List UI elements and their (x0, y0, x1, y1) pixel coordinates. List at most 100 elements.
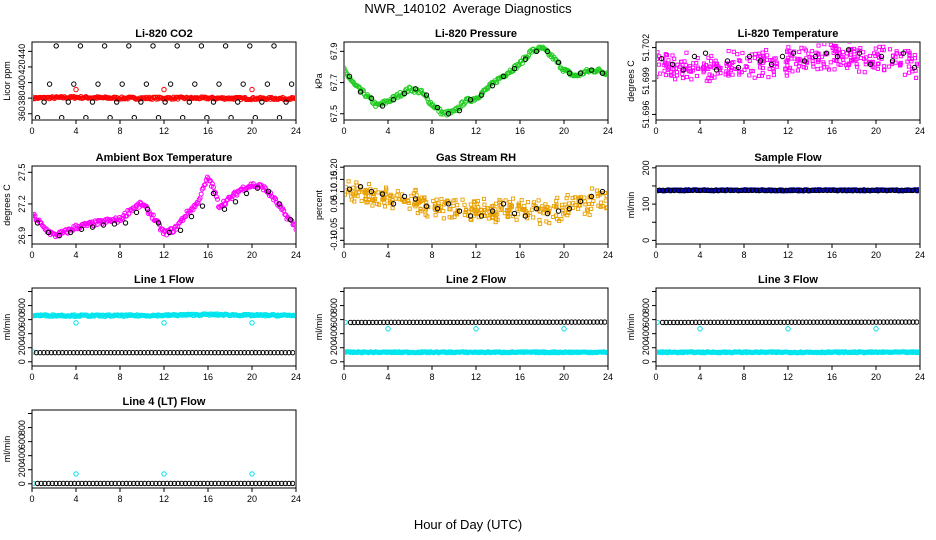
data-point (287, 217, 294, 223)
data-point (219, 349, 225, 356)
x-tick-label: 16 (515, 126, 525, 136)
data-point (535, 319, 542, 325)
data-point (423, 203, 430, 209)
data-point (911, 64, 918, 71)
data-point (468, 202, 473, 207)
data-point (385, 326, 391, 332)
x-tick-label: 20 (247, 126, 257, 136)
y-tick-label: 600 (329, 312, 339, 327)
data-point (753, 51, 758, 57)
data-point (589, 206, 594, 211)
data-point (517, 319, 523, 325)
data-point (666, 58, 671, 63)
data-point (605, 71, 607, 77)
y-tick-label: 200 (641, 340, 651, 355)
data-point (70, 349, 77, 356)
data-point (902, 187, 909, 194)
data-point (78, 349, 84, 356)
data-point (897, 61, 903, 66)
data-point (783, 187, 789, 194)
data-point (208, 349, 214, 356)
data-point (485, 206, 491, 211)
data-point (674, 73, 680, 78)
y-tick-label: 0 (17, 359, 27, 364)
data-point (772, 187, 778, 194)
data-point (854, 62, 859, 67)
data-layer (33, 311, 295, 356)
data-point (141, 349, 147, 356)
data-point (379, 191, 386, 197)
data-point (570, 195, 575, 201)
data-point (74, 349, 80, 356)
data-point (473, 319, 479, 325)
series-2-points (345, 319, 567, 332)
data-point (807, 319, 813, 325)
y-tick-label: 200 (17, 340, 27, 355)
data-point (177, 227, 184, 233)
data-point (366, 197, 371, 203)
panel-8: Line 2 Flow ml/min 0 4 8 12 16 20 24 0 20040060080… (314, 274, 613, 382)
data-point (112, 480, 118, 487)
data-point (678, 319, 684, 326)
data-point (288, 81, 295, 87)
data-point (816, 43, 821, 48)
data-point (840, 49, 846, 54)
data-point (524, 319, 531, 325)
y-tick-label: 200 (17, 462, 27, 477)
data-point (673, 77, 678, 82)
data-point (663, 319, 669, 326)
data-point (237, 349, 244, 356)
data-point (164, 480, 170, 487)
data-point (243, 190, 250, 197)
data-point (418, 209, 423, 214)
data-point (898, 54, 903, 59)
data-point (857, 69, 862, 74)
data-point (449, 215, 454, 220)
data-point (836, 47, 841, 52)
data-point (363, 187, 368, 192)
data-point (757, 51, 762, 56)
x-tick-label: 12 (471, 250, 481, 260)
data-point (447, 319, 453, 325)
data-point (825, 319, 832, 325)
data-point (111, 349, 118, 356)
data-point (480, 319, 486, 325)
data-point (126, 43, 132, 49)
x-tick-label: 4 (697, 126, 702, 136)
x-tick-label: 16 (203, 250, 213, 260)
data-point (445, 201, 452, 207)
data-point (68, 93, 74, 99)
data-point (802, 46, 807, 51)
data-point (576, 206, 581, 211)
data-point (599, 188, 606, 195)
data-point (817, 187, 823, 194)
data-point (658, 56, 665, 62)
data-point (441, 216, 446, 221)
data-point (451, 203, 456, 208)
data-point (689, 77, 694, 82)
data-point (366, 193, 371, 198)
series-1-band (345, 44, 607, 118)
data-point (693, 187, 700, 194)
data-point (554, 319, 560, 325)
x-tick-label: 20 (871, 250, 881, 260)
data-point (167, 480, 174, 487)
data-point (765, 53, 770, 58)
data-point (59, 349, 66, 356)
data-point (371, 195, 376, 200)
data-point (384, 185, 389, 190)
data-point (473, 326, 479, 332)
data-point (275, 480, 281, 487)
data-point (884, 319, 890, 325)
data-point (852, 55, 857, 60)
data-point (417, 319, 424, 326)
data-point (681, 319, 688, 326)
data-point (142, 480, 148, 487)
data-point (412, 86, 419, 92)
data-point (735, 52, 740, 57)
data-point (546, 319, 553, 325)
y-tick-label: 400 (17, 75, 27, 90)
data-point (389, 200, 394, 205)
series-4-points (73, 86, 255, 93)
